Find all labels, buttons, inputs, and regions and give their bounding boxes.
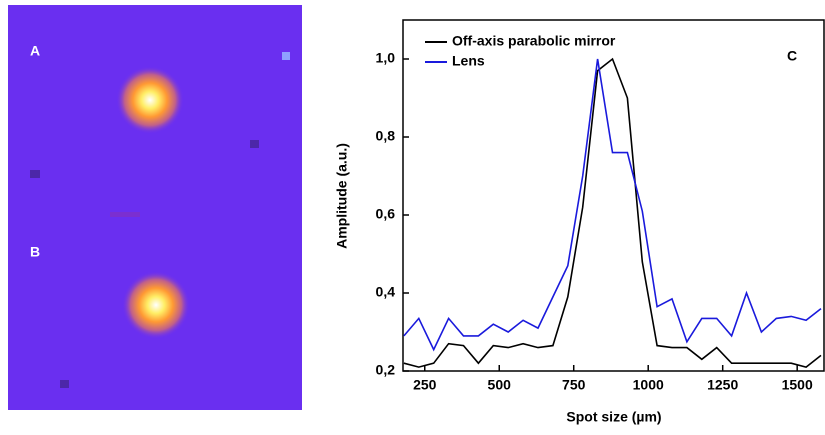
x-tick-label: 500 — [488, 377, 512, 393]
y-tick-label: 0,4 — [376, 284, 396, 300]
x-tick-label: 1500 — [782, 377, 813, 393]
data-line — [403, 57, 822, 368]
x-axis-label: Spot size (µm) — [566, 409, 661, 425]
legend-label: Lens — [452, 53, 485, 69]
x-tick-label: 250 — [413, 377, 437, 393]
image-label: A — [30, 43, 40, 59]
plot-frame — [402, 19, 825, 372]
image-noise — [250, 140, 259, 148]
y-tick-label: 1,0 — [376, 50, 396, 66]
image-spot — [116, 66, 184, 134]
image-spot — [122, 271, 190, 339]
data-line — [403, 58, 822, 352]
image-noise — [30, 170, 40, 178]
image-noise — [282, 52, 290, 60]
y-tick-label: 0,8 — [376, 128, 396, 144]
image-panels: A B — [8, 5, 302, 410]
panel-label: C — [787, 48, 797, 64]
y-axis-label: Amplitude (a.u.) — [334, 143, 350, 249]
x-tick-label: 750 — [562, 377, 586, 393]
image-noise — [110, 212, 140, 217]
image-noise — [60, 380, 69, 388]
x-tick-label: 1000 — [633, 377, 664, 393]
y-tick-label: 0,6 — [376, 206, 396, 222]
legend-label: Off-axis parabolic mirror — [452, 33, 616, 49]
x-tick-label: 1250 — [707, 377, 738, 393]
y-tick-label: 0,2 — [376, 362, 396, 378]
image-label: B — [30, 244, 40, 260]
image-background — [8, 5, 302, 410]
